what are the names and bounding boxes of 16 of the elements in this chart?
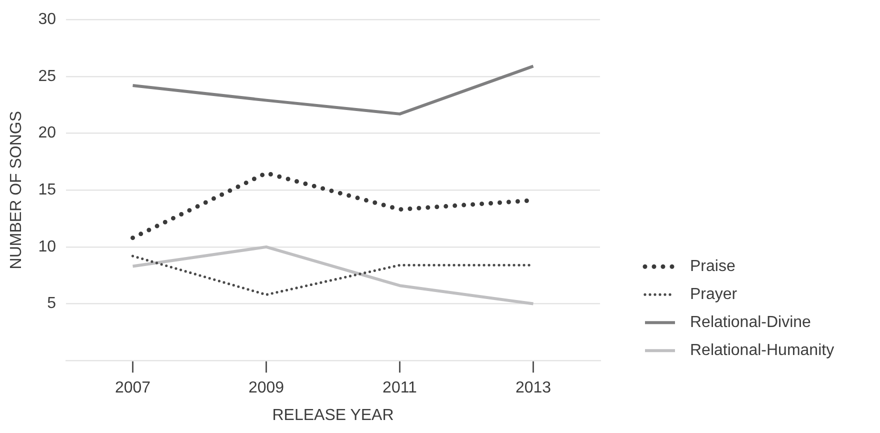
x-tick-label: 2011 xyxy=(382,380,418,397)
y-tick-label: 25 xyxy=(38,68,56,85)
x-axis-title: RELEASE YEAR xyxy=(272,406,394,424)
y-axis-title: NUMBER OF SONGS xyxy=(8,110,26,270)
y-tick-label: 20 xyxy=(38,124,56,142)
legend-label: Relational-Divine xyxy=(690,314,812,332)
x-tick-label: 2013 xyxy=(515,380,552,397)
legend-label: Praise xyxy=(690,258,736,276)
y-tick-label: 30 xyxy=(38,11,56,28)
legend-label: Relational-Humanity xyxy=(690,342,834,360)
x-tick-label: 2007 xyxy=(114,380,151,397)
y-tick-label: 10 xyxy=(38,238,56,256)
x-tick-label: 2009 xyxy=(248,380,284,397)
y-tick-label: 5 xyxy=(47,295,56,312)
legend-label: Prayer xyxy=(690,286,738,304)
y-tick-label: 15 xyxy=(38,182,56,199)
